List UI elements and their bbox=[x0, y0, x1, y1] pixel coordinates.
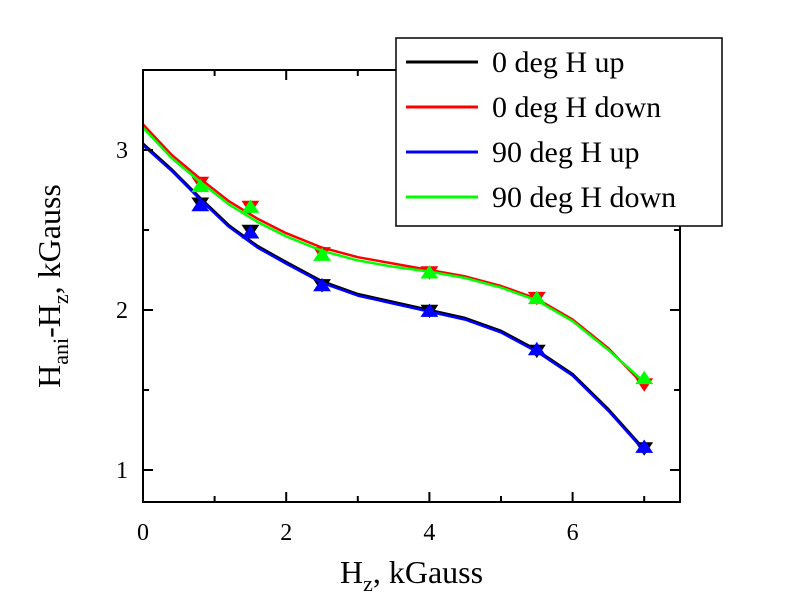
fit-line-0-deg-h-down bbox=[142, 123, 646, 387]
axis-ticks: 0 2 4 6 1 2 3 bbox=[116, 69, 680, 546]
x-axis-title: Hz, kGauss bbox=[340, 554, 483, 596]
x-axis-title-subscript: z bbox=[363, 571, 373, 596]
y-axis-title-sub1: ani bbox=[48, 338, 73, 365]
legend-label: 90 deg H down bbox=[492, 181, 676, 214]
x-tick-label: 6 bbox=[567, 520, 579, 546]
data-point bbox=[191, 197, 210, 212]
y-axis-title-part2: -H bbox=[31, 304, 67, 338]
series-layer bbox=[142, 123, 654, 456]
y-axis-title-sub2: z bbox=[48, 294, 73, 304]
series-90-deg-h-down bbox=[142, 126, 654, 385]
y-tick-label: 3 bbox=[116, 138, 128, 164]
y-tick-label: 1 bbox=[116, 458, 128, 484]
data-point bbox=[635, 370, 654, 385]
data-point bbox=[527, 290, 546, 305]
y-axis-title: Hani-Hz, kGauss bbox=[31, 184, 73, 388]
data-point bbox=[241, 225, 260, 239]
data-point bbox=[313, 277, 331, 292]
fit-line-90-deg-h-up bbox=[142, 144, 646, 452]
x-tick-label: 2 bbox=[280, 520, 292, 546]
fit-line-90-deg-h-down bbox=[142, 126, 646, 383]
data-point bbox=[420, 265, 439, 279]
legend-box bbox=[395, 37, 723, 227]
data-point bbox=[313, 247, 331, 261]
data-point bbox=[241, 199, 260, 213]
x-tick-label: 0 bbox=[137, 520, 149, 546]
x-axis-title-main: H bbox=[340, 554, 363, 590]
x-axis-title-rest: , kGauss bbox=[373, 554, 483, 590]
legend: 0 deg H up 0 deg H down 90 deg H up 90 deg … bbox=[395, 37, 723, 227]
y-axis-title-part3: , kGauss bbox=[31, 184, 67, 294]
x-tick-label: 4 bbox=[423, 520, 435, 546]
y-axis-title-part1: H bbox=[31, 365, 67, 388]
data-point bbox=[527, 341, 546, 356]
y-tick-label: 2 bbox=[116, 298, 128, 324]
legend-label: 0 deg H up bbox=[492, 46, 624, 79]
series-90-deg-h-up bbox=[142, 144, 654, 453]
data-point bbox=[420, 303, 439, 317]
legend-label: 90 deg H up bbox=[492, 136, 639, 169]
data-point bbox=[635, 439, 654, 453]
data-point bbox=[191, 178, 210, 193]
legend-label: 0 deg H down bbox=[492, 91, 661, 124]
